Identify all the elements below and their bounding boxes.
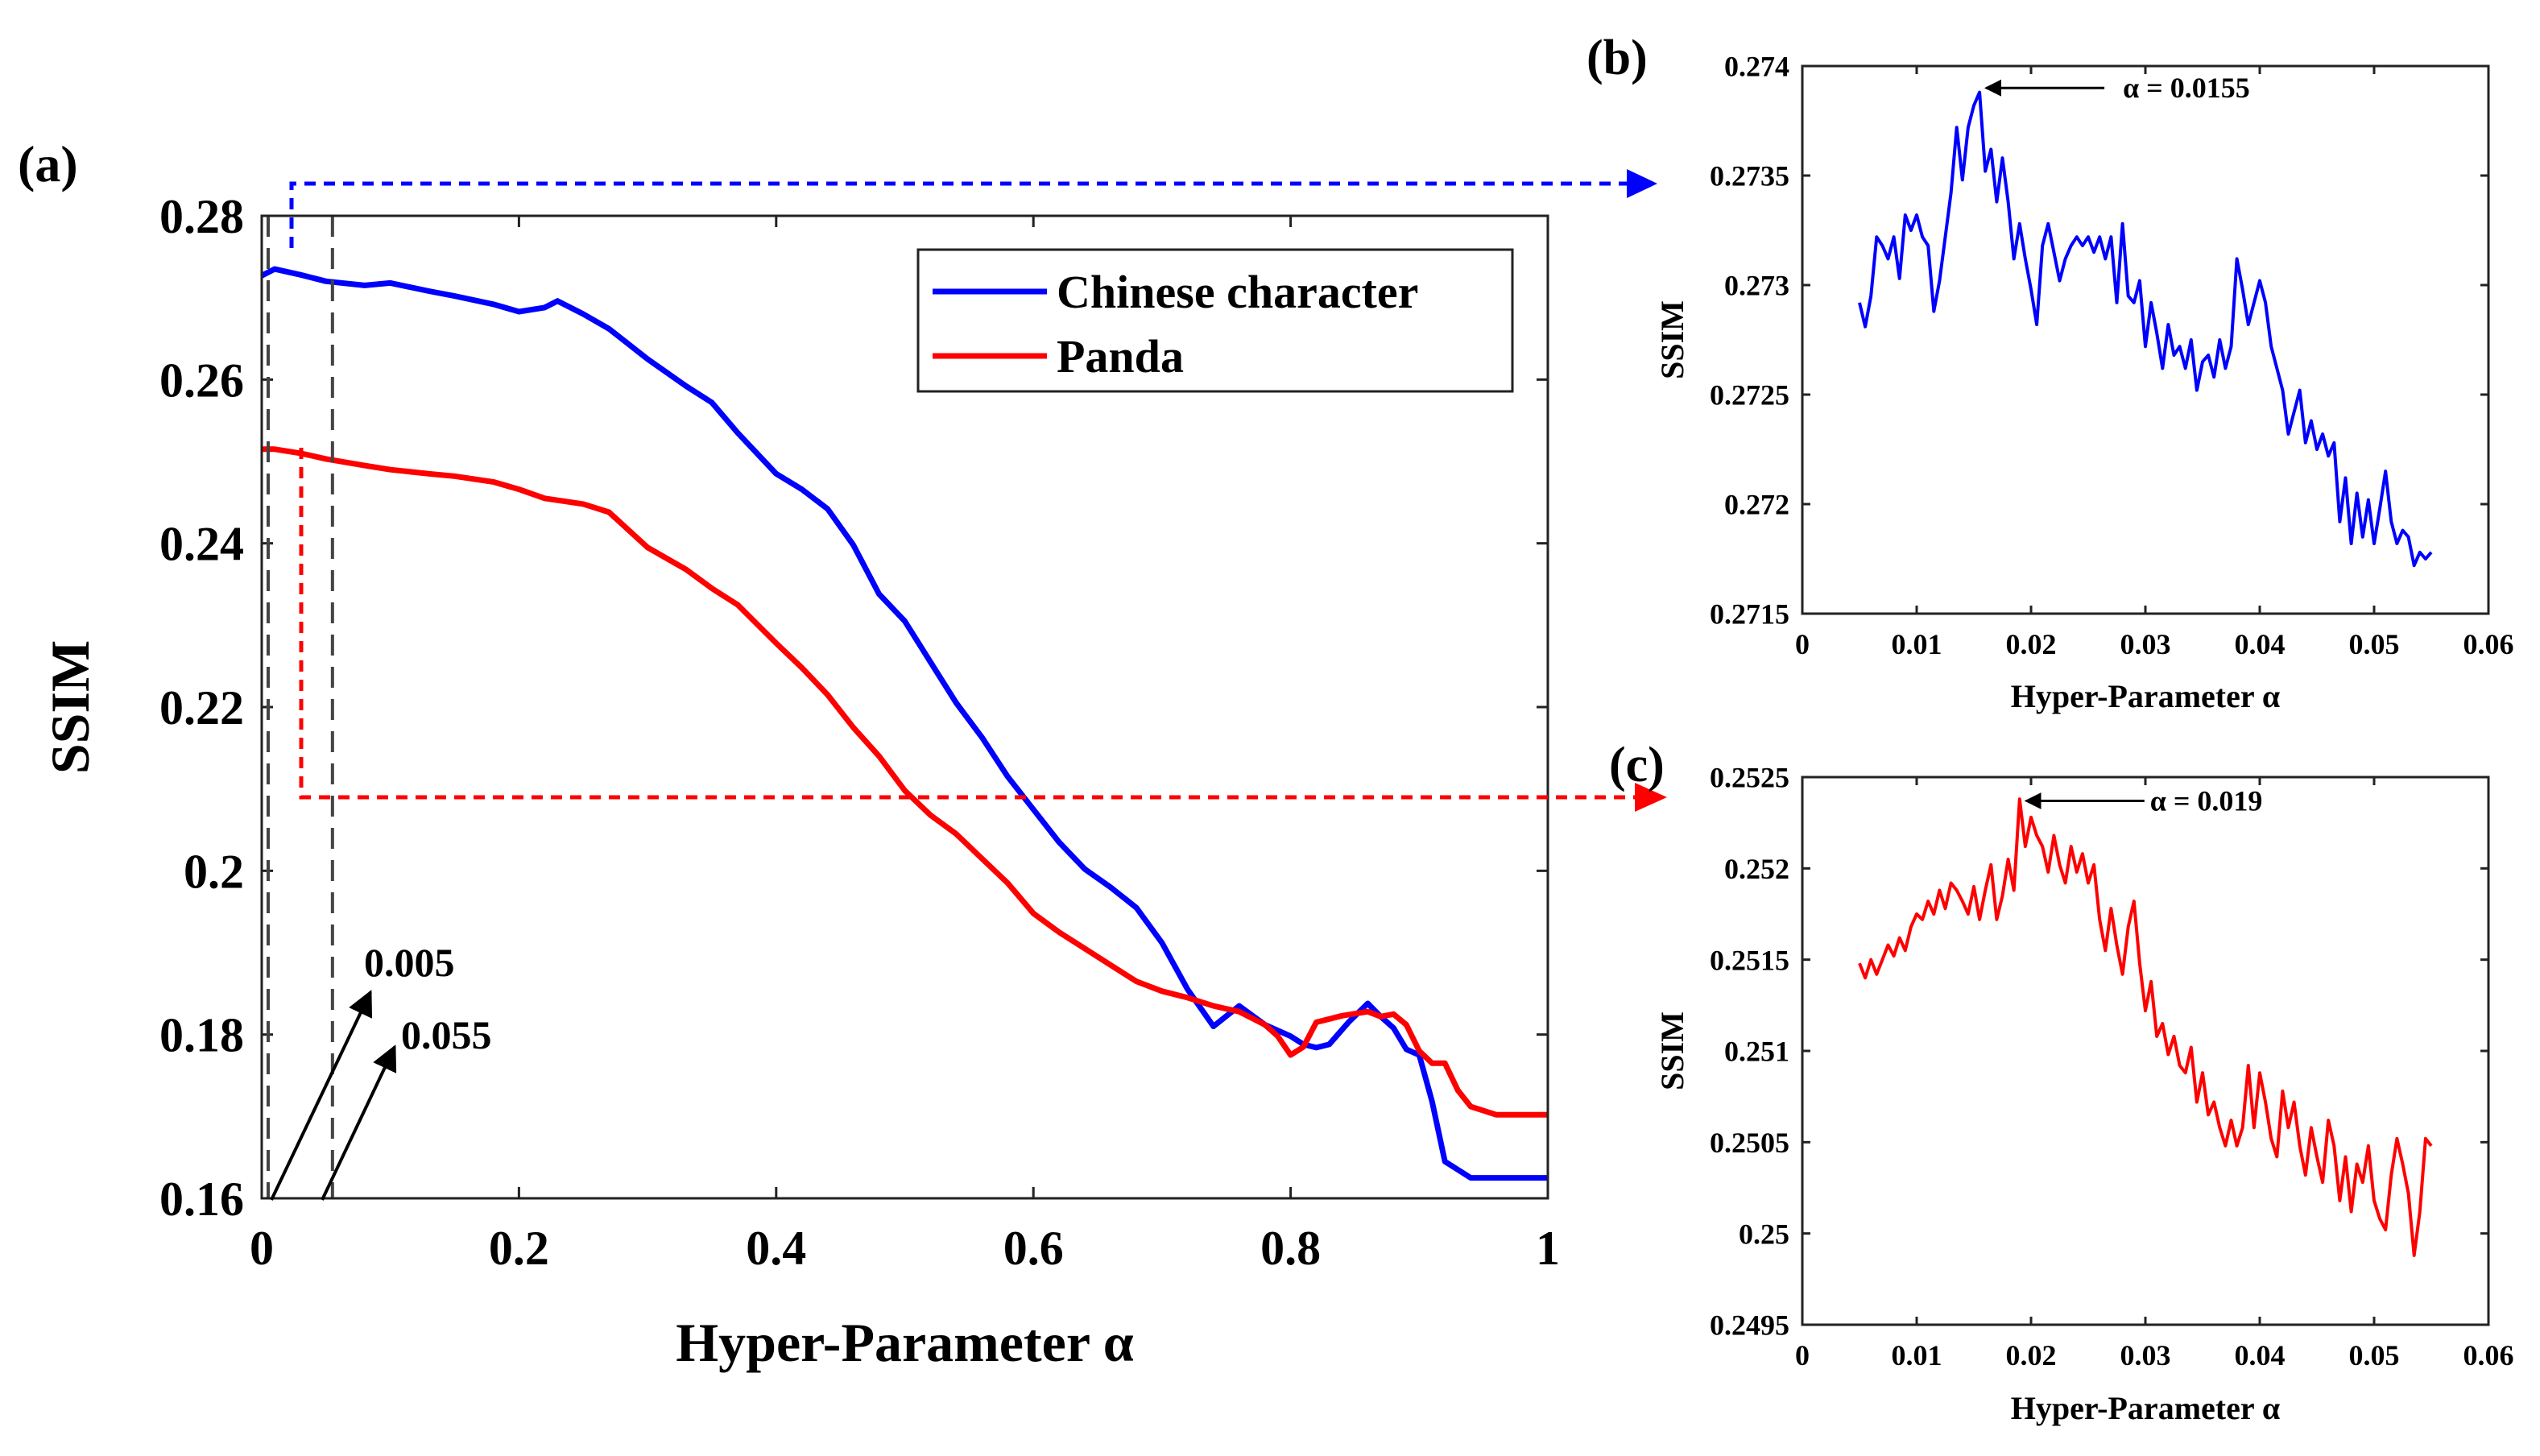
panel-c-y-axis-label: SSIM — [1654, 1011, 1690, 1090]
panel-b-x-axis-label: Hyper-Parameter α — [2011, 678, 2280, 714]
panel-c-y-tick-label: 0.251 — [1724, 1036, 1789, 1068]
panel-b-y-tick-label: 0.2725 — [1710, 379, 1789, 412]
annotation-0005: 0.005 — [364, 940, 455, 985]
panel-c-label: (c) — [1609, 738, 1665, 792]
series-line-chinese-character — [1858, 90, 2433, 568]
panel-c-x-tick-label: 0.01 — [1892, 1339, 1942, 1371]
panel-a-y-tick-label: 0.18 — [159, 1009, 244, 1062]
panel-c-x-tick-label: 0.06 — [2463, 1339, 2514, 1371]
panel-a-range-markers — [266, 216, 334, 1198]
annotation-arrow-0055 — [321, 1044, 397, 1201]
panel-a-x-tick-label: 0.4 — [746, 1222, 806, 1275]
connector-blue-arrowhead — [1627, 169, 1657, 198]
panel-a-x-tick-label: 1 — [1536, 1222, 1560, 1275]
panel-b-peak-annotation: α = 0.0155 — [2123, 72, 2250, 104]
panel-c-lines — [1858, 797, 2433, 1257]
panel-c-x-tick-label: 0.05 — [2349, 1339, 2400, 1371]
panel-c-x-tick-label: 0.02 — [2006, 1339, 2057, 1371]
panel-a-y-tick-label: 0.24 — [159, 518, 244, 571]
panel-c: (c) 0 0.01 0.02 0.03 0.04 0.05 0.060.24950.250… — [1609, 738, 2514, 1426]
annotation-0055: 0.055 — [401, 1012, 492, 1057]
series-line-chinese-character — [260, 266, 1548, 1181]
panel-b-ticks: 0 0.01 0.02 0.03 0.04 0.05 0.06 0.2715 0.272 0.27… — [1710, 51, 2514, 660]
panel-b-y-axis-label: SSIM — [1654, 300, 1690, 379]
panel-c-x-tick-label: 0 — [1795, 1339, 1810, 1371]
panel-c-peak-annotation: α = 0.019 — [2150, 784, 2263, 817]
panel-b-x-tick-label: 0 — [1795, 628, 1810, 660]
panel-b: (b) 0 0.01 0.02 0.03 0.04 0.05 0.06 0.2715 0.272… — [1586, 31, 2514, 714]
panel-a-x-tick-label: 0.8 — [1260, 1222, 1321, 1275]
connector-red — [299, 448, 1635, 800]
panel-b-y-tick-label: 0.2735 — [1710, 160, 1789, 192]
panel-c-axes-frame — [1801, 776, 2490, 1326]
panel-b-x-tick-label: 0.03 — [2120, 628, 2171, 660]
legend-label-panda: Panda — [1057, 330, 1184, 383]
panel-c-x-tick-label: 0.04 — [2235, 1339, 2286, 1371]
panel-a-axes-frame — [260, 214, 1549, 1200]
panel-a-label: (a) — [18, 135, 78, 192]
panel-a-lines — [260, 266, 1548, 1181]
connector-red-arrowhead — [1635, 783, 1667, 812]
panel-a-x-axis-label: Hyper-Parameter α — [676, 1312, 1134, 1373]
panel-b-x-tick-label: 0.06 — [2463, 628, 2514, 660]
panel-b-x-tick-label: 0.04 — [2235, 628, 2286, 660]
panel-b-y-tick-label: 0.273 — [1724, 270, 1789, 302]
panel-c-y-tick-label: 0.2495 — [1710, 1309, 1789, 1342]
panel-c-y-tick-label: 0.252 — [1724, 853, 1789, 885]
panel-b-x-tick-label: 0.05 — [2349, 628, 2400, 660]
panel-a: (a) 0 0.2 0.4 0.6 0.8 1 0.16 0.18 0.2 0.22 0.24 0.2… — [18, 135, 1667, 1373]
panel-c-x-axis-label: Hyper-Parameter α — [2011, 1390, 2280, 1426]
panel-a-x-tick-label: 0.6 — [1003, 1222, 1064, 1275]
series-line-panda — [1858, 797, 2433, 1257]
panel-a-y-tick-label: 0.28 — [159, 190, 244, 243]
panel-c-y-tick-label: 0.25 — [1739, 1218, 1789, 1250]
panel-a-y-tick-label: 0.16 — [159, 1173, 244, 1226]
range-annotations: 0.005 0.055 — [270, 940, 492, 1201]
panel-b-axes-frame — [1801, 64, 2490, 615]
panel-c-y-tick-label: 0.2515 — [1710, 944, 1789, 976]
panel-b-y-tick-label: 0.274 — [1724, 51, 1789, 83]
panel-c-x-tick-label: 0.03 — [2120, 1339, 2171, 1371]
legend-label-chinese-character: Chinese character — [1057, 266, 1418, 318]
panel-a-x-tick-label: 0 — [250, 1222, 274, 1275]
panel-c-ticks: 0 0.01 0.02 0.03 0.04 0.05 0.06 0.2495 0.25 0.250… — [1710, 762, 2514, 1371]
panel-c-y-tick-label: 0.2525 — [1710, 762, 1789, 794]
panel-a-y-tick-label: 0.26 — [159, 354, 244, 407]
series-line-panda — [262, 446, 1548, 1118]
legend-box — [916, 248, 1514, 393]
panel-b-lines — [1858, 90, 2433, 568]
panel-b-x-tick-label: 0.02 — [2006, 628, 2057, 660]
annotation-arrow-0005 — [270, 990, 373, 1201]
panel-b-y-tick-label: 0.2715 — [1710, 598, 1789, 631]
connector-blue — [289, 181, 1635, 248]
legend: Chinese character Panda — [916, 248, 1514, 393]
panel-a-x-tick-label: 0.2 — [489, 1222, 549, 1275]
panel-a-y-tick-label: 0.2 — [184, 845, 244, 898]
panel-a-ticks: 0 0.2 0.4 0.6 0.8 1 0.16 0.18 0.2 0.22 0.24 0.26 0.2… — [159, 190, 1560, 1275]
panel-a-y-tick-label: 0.22 — [159, 681, 244, 734]
panel-b-x-tick-label: 0.01 — [1892, 628, 1942, 660]
panel-b-label: (b) — [1586, 31, 1648, 85]
panel-a-y-axis-label: SSIM — [39, 640, 101, 774]
panel-b-y-tick-label: 0.272 — [1724, 489, 1789, 521]
zoom-connectors — [289, 169, 1667, 812]
panel-c-y-tick-label: 0.2505 — [1710, 1127, 1789, 1159]
